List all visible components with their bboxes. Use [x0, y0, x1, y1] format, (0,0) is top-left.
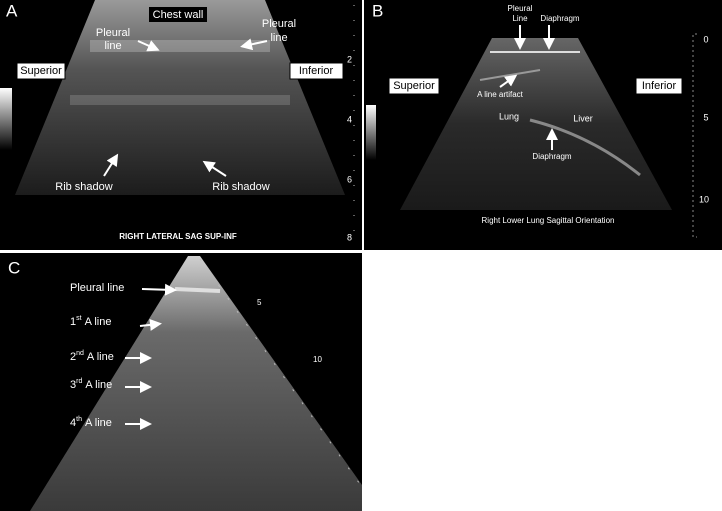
panel-a: A Chest wall Pleural line Pleural line S… [0, 0, 362, 250]
arrow [137, 40, 160, 52]
label-box [388, 77, 440, 95]
depth-label: 8 [347, 232, 352, 242]
label-box [635, 77, 683, 95]
annotation: Diaphragm [532, 152, 571, 161]
annotation: 3rd A line [70, 378, 112, 391]
depth-label: 10 [699, 194, 709, 204]
annotation: Pleural [508, 4, 533, 13]
annotation: Pleural [96, 27, 130, 39]
ultrasound-cone [30, 256, 362, 511]
caption: RIGHT LATERAL SAG SUP-INF [119, 232, 237, 241]
label-box [289, 62, 344, 80]
depth-label: 0 [703, 34, 708, 44]
annotation: Lung [499, 111, 519, 121]
annotation: 2nd A line [70, 350, 114, 363]
arrow [139, 318, 162, 331]
annotation: Superior [20, 65, 62, 77]
annotation: Chest wall [153, 9, 204, 21]
depth-label: 5 [257, 298, 262, 307]
echo-band [90, 40, 270, 52]
label-box [149, 7, 207, 22]
annotation: Pleural line [70, 282, 124, 294]
panel-label: B [372, 1, 383, 20]
arrow [141, 283, 177, 296]
panel-label: A [6, 1, 18, 20]
diaphragm-echo [529, 118, 641, 177]
depth-label: 5 [703, 112, 708, 122]
echo-band [70, 95, 290, 105]
arrow [202, 160, 227, 177]
annotation: Inferior [642, 80, 677, 92]
annotation: Inferior [299, 65, 334, 77]
caption: Right Lower Lung Sagittal Orientation [482, 216, 615, 225]
annotation: Superior [393, 80, 435, 92]
panel-label: C [8, 258, 20, 277]
depth-label: 10 [313, 355, 322, 364]
annotation: Line [512, 14, 528, 23]
annotation: Rib shadow [212, 181, 270, 193]
depth-label: 2 [347, 54, 352, 64]
arrow [103, 153, 119, 177]
annotation: line [104, 40, 121, 52]
annotation: Liver [573, 113, 593, 123]
annotation: Diaphragm [540, 14, 579, 23]
arrow [499, 74, 518, 88]
annotation: Rib shadow [55, 181, 113, 193]
depth-label: 6 [347, 174, 352, 184]
panel-b: B Pleural Line Diaphragm A line artifact… [364, 0, 722, 250]
ultrasound-cone [400, 38, 672, 210]
annotation: A line artifact [477, 90, 524, 99]
depth-label: 4 [347, 114, 352, 124]
annotation: 4th A line [70, 416, 112, 429]
gray-scale-bar [366, 105, 376, 160]
depth-ruler [692, 33, 697, 238]
arrow [240, 38, 268, 51]
ultrasound-cone [15, 0, 345, 195]
annotation: Pleural [262, 18, 296, 30]
pleural-echo [174, 287, 221, 293]
gray-scale-bar [0, 88, 12, 150]
annotation: line [270, 32, 287, 44]
label-box [16, 62, 66, 80]
panel-c: C Pleural line 1st A line 2nd A line 3rd A … [0, 253, 363, 511]
annotation: 1st A line [70, 315, 112, 328]
